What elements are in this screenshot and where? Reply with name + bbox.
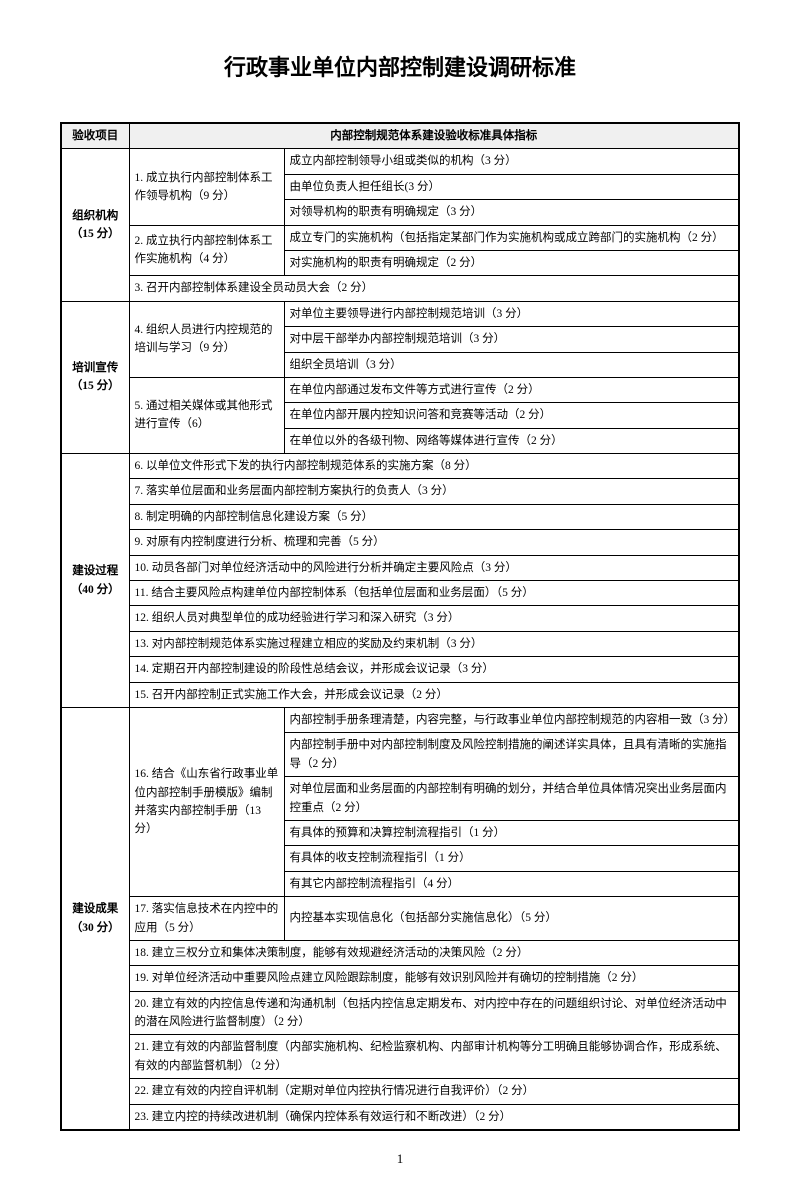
category-cell: 培训宣传（15 分） xyxy=(61,301,129,453)
item-cell: 在单位内部开展内控知识问答和竞赛等活动（2 分） xyxy=(284,403,739,428)
item-cell: 对实施机构的职责有明确规定（2 分） xyxy=(284,250,739,275)
item-cell: 在单位内部通过发布文件等方式进行宣传（2 分） xyxy=(284,377,739,402)
full-row: 23. 建立内控的持续改进机制（确保内控体系有效运行和不断改进）（2 分） xyxy=(129,1104,739,1130)
header-col2: 内部控制规范体系建设验收标准具体指标 xyxy=(129,123,739,149)
item-cell: 内部控制手册条理清楚，内容完整，与行政事业单位内部控制规范的内容相一致（3 分） xyxy=(284,707,739,732)
full-row: 9. 对原有内控制度进行分析、梳理和完善（5 分） xyxy=(129,530,739,555)
full-row: 13. 对内部控制规范体系实施过程建立相应的奖励及约束机制（3 分） xyxy=(129,631,739,656)
item-cell: 有具体的预算和决算控制流程指引（1 分） xyxy=(284,820,739,845)
full-row: 21. 建立有效的内部监督制度（内部实施机构、纪检监察机构、内部审计机构等分工明… xyxy=(129,1035,739,1079)
full-row: 12. 组织人员对典型单位的成功经验进行学习和深入研究（3 分） xyxy=(129,606,739,631)
item-cell: 对单位主要领导进行内部控制规范培训（3 分） xyxy=(284,301,739,326)
sub-label: 16. 结合《山东省行政事业单位内部控制手册模版》编制并落实内部控制手册（13 … xyxy=(129,707,284,896)
full-row: 10. 动员各部门对单位经济活动中的风险进行分析并确定主要风险点（3 分） xyxy=(129,555,739,580)
item-cell: 有具体的收支控制流程指引（1 分） xyxy=(284,846,739,871)
header-col1: 验收项目 xyxy=(61,123,129,149)
category-cell: 建设成果（30 分） xyxy=(61,707,129,1130)
full-row: 6. 以单位文件形式下发的执行内部控制规范体系的实施方案（8 分） xyxy=(129,454,739,479)
full-row: 22. 建立有效的内控自评机制（定期对单位内控执行情况进行自我评价）（2 分） xyxy=(129,1079,739,1104)
table-body: 组织机构（15 分）1. 成立执行内部控制体系工作领导机构（9 分）成立内部控制… xyxy=(61,149,739,1130)
item-cell: 在单位以外的各级刊物、网络等媒体进行宣传（2 分） xyxy=(284,428,739,453)
full-row: 8. 制定明确的内部控制信息化建设方案（5 分） xyxy=(129,504,739,529)
full-row: 15. 召开内部控制正式实施工作大会，并形成会议记录（2 分） xyxy=(129,682,739,707)
full-row: 11. 结合主要风险点构建单位内部控制体系（包括单位层面和业务层面）（5 分） xyxy=(129,581,739,606)
standards-table: 验收项目 内部控制规范体系建设验收标准具体指标 组织机构（15 分）1. 成立执… xyxy=(60,122,740,1131)
sub-label: 2. 成立执行内部控制体系工作实施机构（4 分） xyxy=(129,225,284,276)
full-row: 3. 召开内部控制体系建设全员动员大会（2 分） xyxy=(129,276,739,301)
full-row: 19. 对单位经济活动中重要风险点建立风险跟踪制度，能够有效识别风险并有确切的控… xyxy=(129,966,739,991)
full-row: 14. 定期召开内部控制建设的阶段性总结会议，并形成会议记录（3 分） xyxy=(129,657,739,682)
item-cell: 由单位负责人担任组长(3 分） xyxy=(284,174,739,199)
full-row: 7. 落实单位层面和业务层面内部控制方案执行的负责人（3 分） xyxy=(129,479,739,504)
item-cell: 组织全员培训（3 分） xyxy=(284,352,739,377)
full-row: 18. 建立三权分立和集体决策制度，能够有效规避经济活动的决策风险（2 分） xyxy=(129,940,739,965)
page-number: 1 xyxy=(60,1151,740,1167)
document-title: 行政事业单位内部控制建设调研标准 xyxy=(60,50,740,82)
item-cell: 对领导机构的职责有明确规定（3 分） xyxy=(284,200,739,225)
item-cell: 有其它内部控制流程指引（4 分） xyxy=(284,871,739,896)
category-cell: 建设过程（40 分） xyxy=(61,454,129,708)
full-row: 20. 建立有效的内控信息传递和沟通机制（包括内控信息定期发布、对内控中存在的问… xyxy=(129,991,739,1035)
item-cell: 对中层干部举办内部控制规范培训（3 分） xyxy=(284,327,739,352)
item-cell: 内控基本实现信息化（包括部分实施信息化）（5 分） xyxy=(284,897,739,941)
item-cell: 成立内部控制领导小组或类似的机构（3 分） xyxy=(284,149,739,174)
item-cell: 成立专门的实施机构（包括指定某部门作为实施机构或成立跨部门的实施机构（2 分） xyxy=(284,225,739,250)
item-cell: 内部控制手册中对内部控制制度及风险控制措施的阐述详实具体，且具有清晰的实施指导（… xyxy=(284,733,739,777)
category-cell: 组织机构（15 分） xyxy=(61,149,129,301)
sub-label: 5. 通过相关媒体或其他形式进行宣传（6） xyxy=(129,377,284,453)
sub-label: 4. 组织人员进行内控规范的培训与学习（9 分） xyxy=(129,301,284,377)
sub-label: 17. 落实信息技术在内控中的应用（5 分） xyxy=(129,897,284,941)
sub-label: 1. 成立执行内部控制体系工作领导机构（9 分） xyxy=(129,149,284,225)
item-cell: 对单位层面和业务层面的内部控制有明确的划分，并结合单位具体情况突出业务层面内控重… xyxy=(284,777,739,821)
